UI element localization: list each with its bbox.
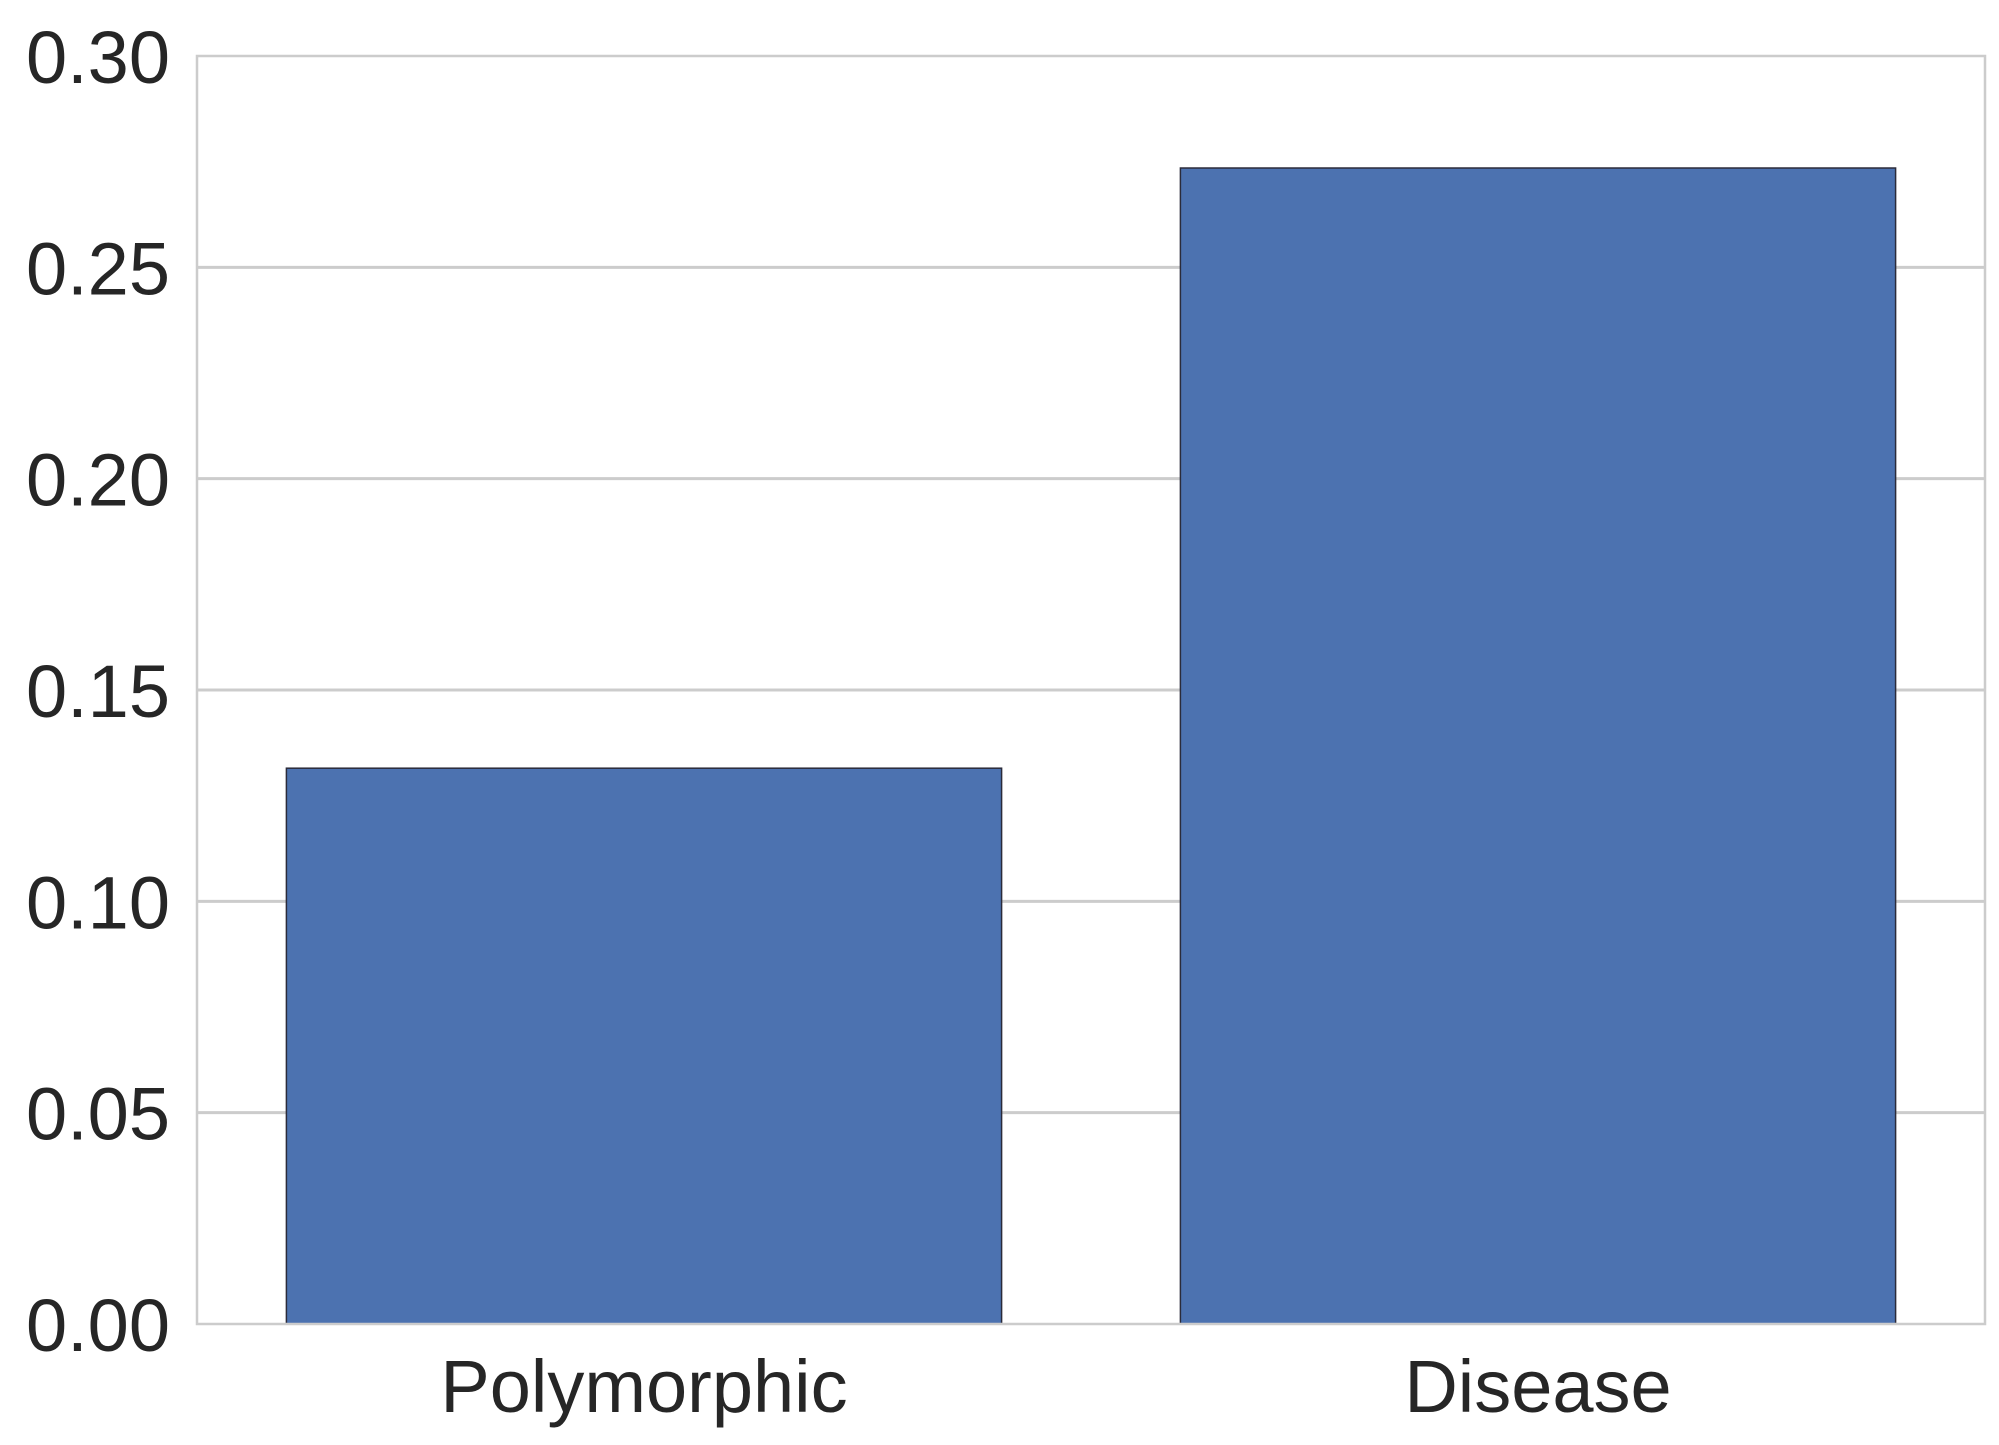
bar-polymorphic <box>285 767 1003 1325</box>
plot-frame <box>195 54 1987 1326</box>
bar-disease <box>1179 167 1897 1325</box>
y-tick-label: 0.20 <box>26 439 170 522</box>
x-tick-label: Disease <box>1404 1345 1671 1428</box>
y-tick-label: 0.15 <box>26 650 170 733</box>
y-tick-label: 0.25 <box>26 227 170 310</box>
y-tick-label: 0.30 <box>26 16 170 99</box>
x-tick-labels: Polymorphic Disease <box>440 1345 1671 1428</box>
y-tick-label: 0.00 <box>26 1284 170 1367</box>
y-tick-label: 0.05 <box>26 1073 170 1156</box>
y-tick-labels: 0.00 0.05 0.10 0.15 0.20 0.25 0.30 <box>26 16 170 1367</box>
y-tick-label: 0.10 <box>26 861 170 944</box>
bars <box>285 167 1897 1325</box>
x-tick-label: Polymorphic <box>440 1345 847 1428</box>
